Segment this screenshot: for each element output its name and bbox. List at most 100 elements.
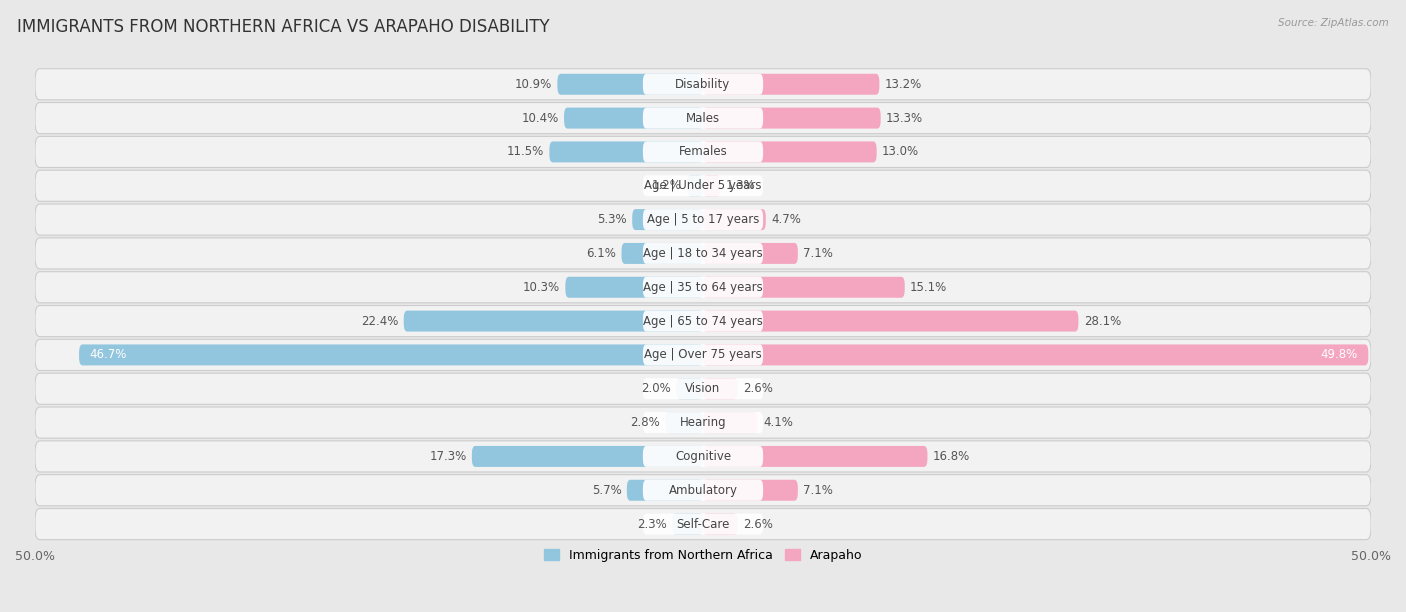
Text: 4.1%: 4.1%: [763, 416, 793, 429]
FancyBboxPatch shape: [665, 412, 703, 433]
Text: 10.9%: 10.9%: [515, 78, 553, 91]
Text: 5.3%: 5.3%: [598, 213, 627, 226]
FancyBboxPatch shape: [550, 141, 703, 162]
Text: 6.1%: 6.1%: [586, 247, 616, 260]
Text: Age | 35 to 64 years: Age | 35 to 64 years: [643, 281, 763, 294]
Text: 7.1%: 7.1%: [803, 247, 834, 260]
FancyBboxPatch shape: [557, 74, 703, 95]
FancyBboxPatch shape: [35, 441, 1371, 472]
FancyBboxPatch shape: [35, 136, 1371, 168]
FancyBboxPatch shape: [633, 209, 703, 230]
Text: 5.7%: 5.7%: [592, 483, 621, 497]
FancyBboxPatch shape: [703, 378, 738, 399]
Text: Vision: Vision: [685, 382, 721, 395]
Legend: Immigrants from Northern Africa, Arapaho: Immigrants from Northern Africa, Arapaho: [538, 544, 868, 567]
FancyBboxPatch shape: [643, 480, 763, 501]
FancyBboxPatch shape: [643, 378, 763, 399]
Text: Source: ZipAtlas.com: Source: ZipAtlas.com: [1278, 18, 1389, 28]
FancyBboxPatch shape: [79, 345, 703, 365]
Text: 28.1%: 28.1%: [1084, 315, 1121, 327]
FancyBboxPatch shape: [672, 513, 703, 534]
FancyBboxPatch shape: [404, 311, 703, 332]
Text: 17.3%: 17.3%: [429, 450, 467, 463]
FancyBboxPatch shape: [703, 108, 880, 129]
FancyBboxPatch shape: [643, 108, 763, 129]
Text: Ambulatory: Ambulatory: [668, 483, 738, 497]
FancyBboxPatch shape: [643, 345, 763, 365]
FancyBboxPatch shape: [703, 141, 877, 162]
Text: Cognitive: Cognitive: [675, 450, 731, 463]
Text: Hearing: Hearing: [679, 416, 727, 429]
FancyBboxPatch shape: [703, 74, 879, 95]
FancyBboxPatch shape: [35, 373, 1371, 405]
Text: Age | Over 75 years: Age | Over 75 years: [644, 348, 762, 362]
Text: 4.7%: 4.7%: [770, 213, 801, 226]
Text: 49.8%: 49.8%: [1320, 348, 1358, 362]
FancyBboxPatch shape: [703, 209, 766, 230]
Text: 13.2%: 13.2%: [884, 78, 922, 91]
FancyBboxPatch shape: [627, 480, 703, 501]
FancyBboxPatch shape: [703, 175, 720, 196]
FancyBboxPatch shape: [703, 513, 738, 534]
FancyBboxPatch shape: [35, 103, 1371, 133]
FancyBboxPatch shape: [35, 272, 1371, 303]
FancyBboxPatch shape: [643, 74, 763, 95]
FancyBboxPatch shape: [35, 339, 1371, 370]
Text: 11.5%: 11.5%: [506, 146, 544, 159]
FancyBboxPatch shape: [703, 277, 904, 298]
Text: Females: Females: [679, 146, 727, 159]
FancyBboxPatch shape: [621, 243, 703, 264]
Text: Age | 65 to 74 years: Age | 65 to 74 years: [643, 315, 763, 327]
Text: 13.0%: 13.0%: [882, 146, 920, 159]
FancyBboxPatch shape: [688, 175, 703, 196]
Text: 7.1%: 7.1%: [803, 483, 834, 497]
Text: 13.3%: 13.3%: [886, 111, 924, 125]
Text: 2.6%: 2.6%: [744, 382, 773, 395]
Text: 15.1%: 15.1%: [910, 281, 948, 294]
FancyBboxPatch shape: [676, 378, 703, 399]
FancyBboxPatch shape: [643, 311, 763, 332]
Text: 2.0%: 2.0%: [641, 382, 671, 395]
FancyBboxPatch shape: [703, 480, 797, 501]
FancyBboxPatch shape: [35, 305, 1371, 337]
Text: 2.3%: 2.3%: [637, 518, 666, 531]
FancyBboxPatch shape: [643, 513, 763, 534]
Text: 2.8%: 2.8%: [630, 416, 661, 429]
Text: Males: Males: [686, 111, 720, 125]
FancyBboxPatch shape: [35, 204, 1371, 235]
FancyBboxPatch shape: [643, 412, 763, 433]
FancyBboxPatch shape: [565, 277, 703, 298]
FancyBboxPatch shape: [35, 475, 1371, 506]
FancyBboxPatch shape: [472, 446, 703, 467]
FancyBboxPatch shape: [35, 69, 1371, 100]
FancyBboxPatch shape: [564, 108, 703, 129]
Text: 10.3%: 10.3%: [523, 281, 560, 294]
FancyBboxPatch shape: [35, 407, 1371, 438]
Text: 46.7%: 46.7%: [90, 348, 127, 362]
Text: 1.2%: 1.2%: [652, 179, 682, 192]
FancyBboxPatch shape: [643, 243, 763, 264]
FancyBboxPatch shape: [703, 345, 1368, 365]
FancyBboxPatch shape: [703, 243, 797, 264]
Text: 16.8%: 16.8%: [932, 450, 970, 463]
Text: 10.4%: 10.4%: [522, 111, 558, 125]
FancyBboxPatch shape: [643, 446, 763, 467]
FancyBboxPatch shape: [643, 209, 763, 230]
FancyBboxPatch shape: [643, 141, 763, 162]
Text: IMMIGRANTS FROM NORTHERN AFRICA VS ARAPAHO DISABILITY: IMMIGRANTS FROM NORTHERN AFRICA VS ARAPA…: [17, 18, 550, 36]
Text: Age | 5 to 17 years: Age | 5 to 17 years: [647, 213, 759, 226]
Text: Age | 18 to 34 years: Age | 18 to 34 years: [643, 247, 763, 260]
Text: Disability: Disability: [675, 78, 731, 91]
FancyBboxPatch shape: [703, 412, 758, 433]
Text: Age | Under 5 years: Age | Under 5 years: [644, 179, 762, 192]
Text: Self-Care: Self-Care: [676, 518, 730, 531]
FancyBboxPatch shape: [703, 311, 1078, 332]
FancyBboxPatch shape: [703, 446, 928, 467]
FancyBboxPatch shape: [643, 175, 763, 196]
FancyBboxPatch shape: [35, 509, 1371, 540]
FancyBboxPatch shape: [35, 238, 1371, 269]
Text: 2.6%: 2.6%: [744, 518, 773, 531]
Text: 22.4%: 22.4%: [361, 315, 398, 327]
FancyBboxPatch shape: [643, 277, 763, 298]
Text: 1.3%: 1.3%: [725, 179, 755, 192]
